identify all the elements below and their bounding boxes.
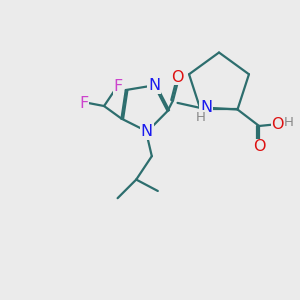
Text: F: F — [113, 79, 123, 94]
Text: O: O — [171, 70, 184, 85]
Text: N: N — [141, 124, 153, 139]
Text: O: O — [272, 117, 284, 132]
Text: H: H — [284, 116, 294, 130]
Text: O: O — [253, 140, 266, 154]
Text: H: H — [196, 111, 206, 124]
Text: N: N — [200, 100, 212, 116]
Text: F: F — [79, 95, 88, 110]
Text: N: N — [148, 78, 160, 93]
